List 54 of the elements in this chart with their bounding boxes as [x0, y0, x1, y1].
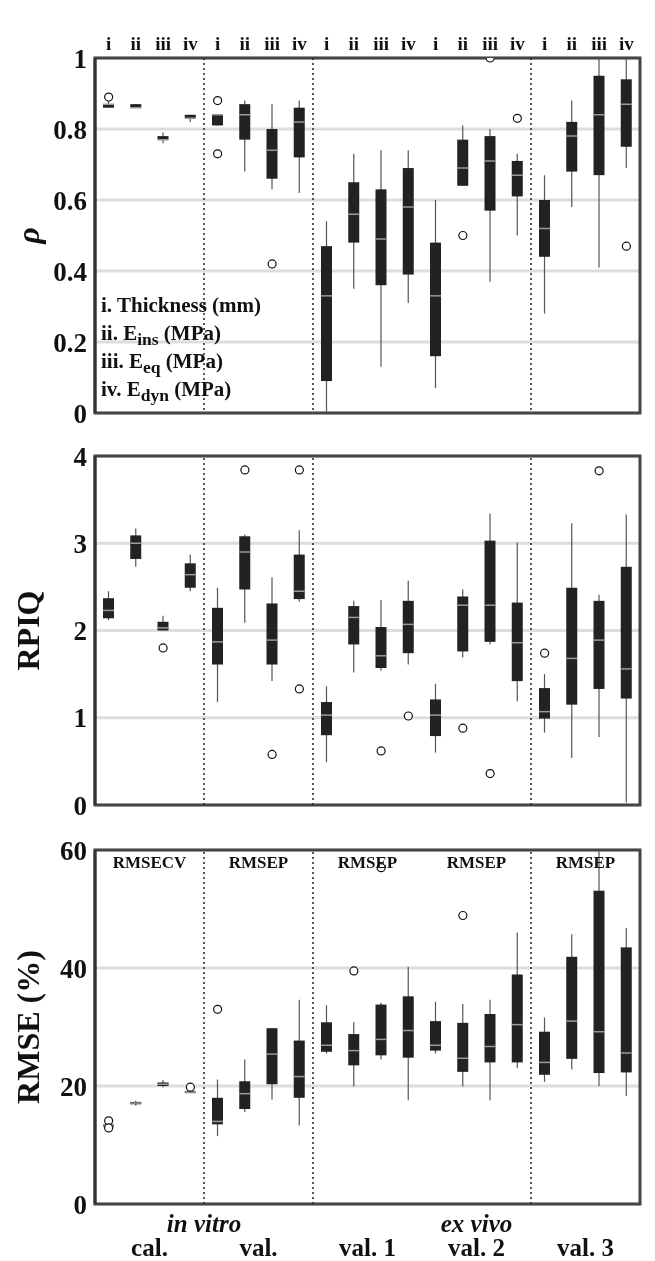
x-tick-label: iv [509, 33, 526, 54]
x-tick-label: i [541, 33, 548, 54]
y-tick-label: 4 [73, 441, 87, 472]
x-tick-label: i [323, 33, 330, 54]
y-tick-label: 0 [73, 398, 87, 429]
text: ex vivo [440, 1210, 513, 1237]
y-tick-label: 0.8 [53, 114, 87, 145]
y-axis-title: RMSE (%) [10, 950, 47, 1104]
annotation: RMSEP [446, 853, 507, 872]
x-tick-label: i [214, 33, 221, 54]
x-tick-label: ii [457, 33, 469, 54]
y-axis-title: ρ [10, 227, 47, 245]
y-tick-label: 40 [60, 953, 87, 984]
text: in vitro [166, 1210, 242, 1237]
annotation: RMSEP [337, 853, 398, 872]
y-tick-label: 2 [73, 616, 87, 647]
x-tick-label: iii [264, 33, 281, 54]
x-tick-label: ii [566, 33, 578, 54]
text: val. 1 [339, 1234, 396, 1261]
y-tick-label: 3 [73, 528, 87, 559]
text: val. 3 [557, 1234, 614, 1261]
x-tick-label: ii [239, 33, 251, 54]
annotation: ii. E$_{ins}$ (MPa) [101, 321, 221, 350]
x-tick-label: iv [618, 33, 635, 54]
y-axis-title: RPIQ [10, 590, 47, 671]
y-tick-label: 1 [73, 43, 87, 74]
annotation: iii. E$_{eq}$ (MPa) [101, 349, 223, 378]
y-tick-label: 0.2 [53, 327, 87, 358]
x-tick-label: iii [373, 33, 390, 54]
x-tick-label: ii [130, 33, 142, 54]
y-tick-label: 0.6 [53, 185, 87, 216]
y-tick-label: 0.4 [53, 256, 87, 287]
x-tick-label: iii [155, 33, 172, 54]
y-tick-label: 0 [73, 790, 87, 821]
y-tick-label: 0 [73, 1189, 87, 1220]
x-tick-label: iv [182, 33, 199, 54]
x-tick-label: ii [348, 33, 360, 54]
annotation: i. Thickness (mm) [101, 293, 262, 317]
annotation: RMSECV [112, 853, 187, 872]
x-tick-label: i [432, 33, 439, 54]
text: val. 2 [448, 1234, 505, 1261]
annotation: RMSEP [228, 853, 289, 872]
annotation: iv. E$_{dyn}$ (MPa) [101, 377, 232, 406]
y-tick-label: 20 [60, 1071, 87, 1102]
x-tick-label: iii [591, 33, 608, 54]
y-tick-label: 60 [60, 835, 87, 866]
y-tick-label: 1 [73, 703, 87, 734]
x-tick-label: i [105, 33, 112, 54]
x-tick-label: iv [291, 33, 308, 54]
x-tick-label: iv [400, 33, 417, 54]
text: val. [239, 1234, 278, 1261]
text: cal. [131, 1234, 168, 1261]
annotation: RMSEP [555, 853, 616, 872]
x-tick-label: iii [482, 33, 499, 54]
